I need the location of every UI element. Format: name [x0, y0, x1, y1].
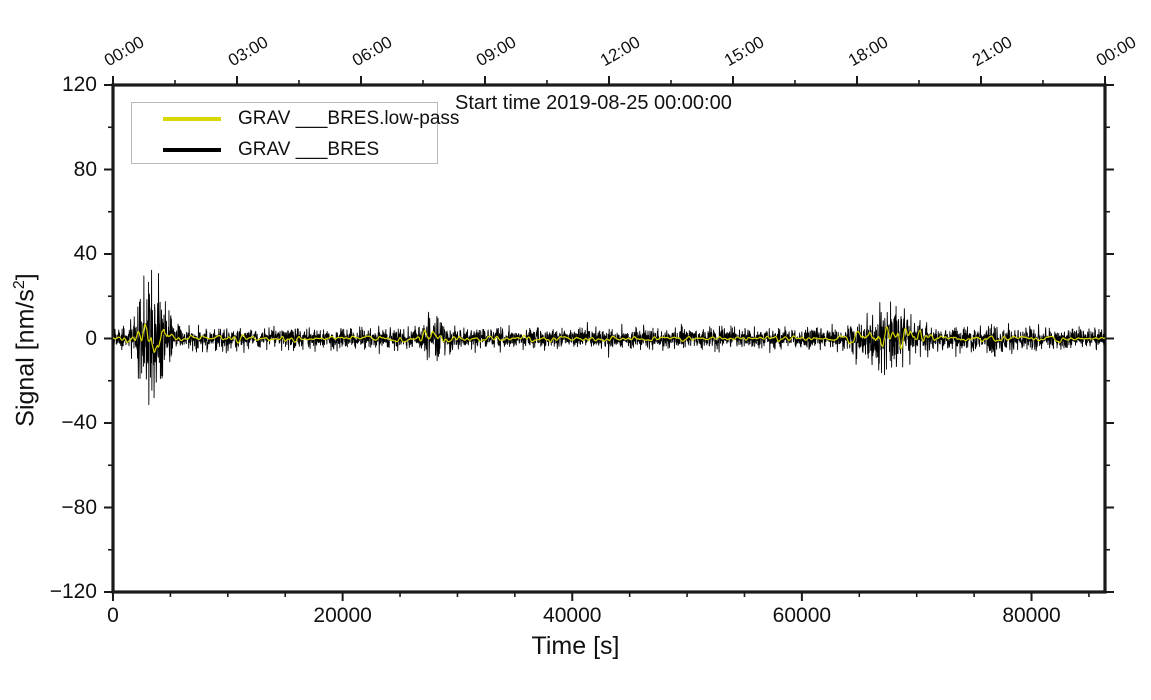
x-axis-title: Time [s] [531, 632, 620, 660]
x-tick-label: 20000 [313, 604, 372, 627]
y-axis-title-exponent: 2 [11, 280, 28, 290]
legend-entry-lowpass: GRAV ___BRES.low-pass [132, 103, 459, 134]
trace-broadband [113, 269, 1105, 406]
legend-entry-broadband: GRAV ___BRES [132, 134, 437, 165]
legend-label-broadband: GRAV ___BRES [238, 138, 380, 160]
x-tick-label: 60000 [772, 604, 832, 627]
axis-ticks [104, 76, 1114, 601]
legend: GRAV ___BRES.low-pass GRAV ___BRES [131, 102, 459, 165]
y-tick-label: 80 [73, 157, 97, 181]
chart-title: Start time 2019-08-25 00:00:00 [455, 92, 732, 114]
legend-swatch-broadband [163, 147, 221, 152]
x-tick-label: 0 [107, 604, 119, 627]
y-tick-label: 40 [73, 242, 97, 265]
y-axis-title-text: Signal [nm/s [11, 289, 40, 427]
y-tick-label: −120 [49, 580, 97, 603]
y-tick-label: 0 [85, 326, 97, 350]
trace-lowpass [113, 323, 1105, 353]
legend-swatch-lowpass [163, 116, 221, 121]
y-tick-label: 120 [61, 73, 97, 96]
y-tick-label: −80 [61, 495, 97, 519]
y-tick-label: −40 [61, 411, 97, 434]
data-traces [113, 269, 1105, 406]
legend-label-lowpass: GRAV ___BRES.low-pass [238, 107, 460, 129]
y-axis-title-tail: ] [11, 273, 40, 281]
x-tick-label: 40000 [543, 604, 602, 627]
x-tick-label: 80000 [1002, 604, 1061, 627]
